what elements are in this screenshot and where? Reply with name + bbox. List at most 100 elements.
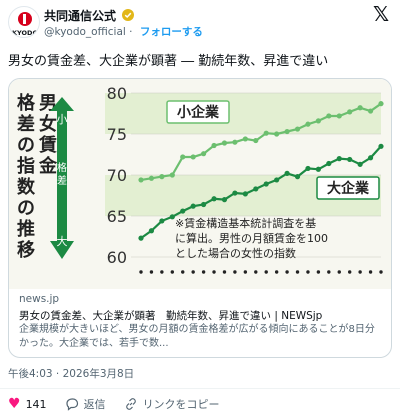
legend-label: 大企業 bbox=[327, 180, 370, 197]
data-point bbox=[232, 190, 238, 196]
note-line-3: とした場合の女性の指数 bbox=[175, 246, 296, 260]
copy-link-label: リンクをコピー bbox=[142, 398, 220, 411]
data-point bbox=[263, 181, 269, 187]
x-tick-dot bbox=[212, 270, 216, 274]
tweet-timestamp[interactable]: 午後4:03 · 2026年3月8日 bbox=[8, 368, 135, 380]
data-point bbox=[232, 139, 238, 145]
arrow-label-top: 小 bbox=[57, 113, 68, 126]
data-point bbox=[305, 121, 311, 127]
chart-band-0 bbox=[105, 93, 381, 134]
y-tick-label: 80 bbox=[107, 84, 127, 103]
data-point bbox=[294, 126, 301, 132]
data-point bbox=[274, 131, 280, 137]
data-point bbox=[253, 186, 259, 192]
gap-arrow-icon bbox=[50, 97, 74, 259]
tweet-text: 男女の賃金差、大企業が顕著 ― 勤続年数、昇進で違い bbox=[8, 54, 329, 69]
data-point bbox=[253, 137, 259, 144]
data-point bbox=[148, 228, 155, 234]
note-line-2: に算出。男性の月額賃金を100 bbox=[175, 231, 328, 245]
x-tick-dot bbox=[170, 270, 175, 274]
series-label-box bbox=[316, 176, 380, 200]
chart-title-col-2: 格差の指数の推移 bbox=[17, 92, 36, 261]
action-bar: ♥ 141 返信 リンクをコピー bbox=[8, 396, 238, 412]
data-point bbox=[201, 151, 207, 157]
legend-label: 小企業 bbox=[177, 104, 220, 121]
data-point bbox=[190, 203, 196, 209]
data-point bbox=[221, 197, 228, 203]
data-point bbox=[378, 101, 384, 107]
x-tick-dot bbox=[149, 270, 154, 274]
link-icon bbox=[125, 398, 136, 410]
y-tick-label: 65 bbox=[107, 207, 127, 226]
x-tick-dot bbox=[306, 270, 310, 274]
x-tick-dot bbox=[316, 270, 321, 274]
data-point bbox=[138, 235, 144, 241]
reply-label: 返信 bbox=[83, 398, 106, 411]
like-count: 141 bbox=[25, 397, 47, 411]
x-logo-icon[interactable]: 𝕏 bbox=[373, 2, 390, 26]
card-domain: news.jp bbox=[19, 293, 60, 305]
data-point bbox=[169, 214, 175, 220]
x-tick-dot bbox=[254, 270, 258, 274]
chart-image: 男女賃金 格差の指数の推移 小 格 差 大 80 75 70 65 60 小企業 大企業 ※… bbox=[9, 79, 391, 289]
x-tick-dot bbox=[264, 270, 268, 274]
like-button[interactable]: ♥ 141 bbox=[8, 397, 47, 411]
arrow-label-mid-1: 格 bbox=[57, 161, 67, 174]
data-point bbox=[180, 208, 186, 214]
x-tick-dot bbox=[160, 270, 164, 274]
data-point bbox=[159, 218, 165, 224]
data-point bbox=[326, 160, 332, 167]
data-point bbox=[336, 113, 342, 119]
data-point bbox=[284, 128, 290, 135]
account-handle-row: @kyodo_official · フォローする bbox=[44, 24, 203, 39]
data-point bbox=[347, 109, 353, 115]
reply-icon bbox=[65, 398, 78, 411]
follow-button[interactable]: フォローする bbox=[139, 26, 203, 38]
x-tick-dot bbox=[274, 270, 279, 274]
account-name-text: 共同通信公式 bbox=[44, 9, 117, 23]
data-point bbox=[148, 175, 155, 181]
data-point bbox=[305, 165, 311, 172]
heart-icon: ♥ bbox=[8, 396, 21, 412]
x-tick-dot bbox=[358, 270, 362, 274]
account-avatar[interactable]: KYODO bbox=[8, 6, 40, 38]
x-tick-dot bbox=[139, 270, 143, 274]
data-point bbox=[367, 108, 374, 114]
account-name[interactable]: 共同通信公式 bbox=[44, 7, 135, 24]
data-point bbox=[326, 113, 332, 119]
card-title[interactable]: 男女の賃金差、大企業が顕著 勤続年数、昇進で違い | NEWSjp bbox=[19, 310, 323, 322]
data-point bbox=[315, 166, 321, 172]
card-description: 企業規模が大きいほど、男女の月額の賃金格差が広がる傾向にあることが8日分かった。… bbox=[19, 324, 375, 349]
data-point bbox=[294, 174, 301, 180]
y-tick-label: 75 bbox=[107, 125, 127, 144]
copy-link-button[interactable]: リンクをコピー bbox=[124, 396, 220, 412]
x-tick-dot bbox=[233, 270, 237, 274]
data-point bbox=[159, 174, 165, 180]
note-line-1: ※賃金構造基本統計調査を基 bbox=[175, 216, 316, 230]
data-point bbox=[190, 154, 196, 160]
y-tick-label: 60 bbox=[107, 248, 127, 267]
data-point bbox=[211, 196, 217, 202]
data-point bbox=[169, 172, 175, 178]
y-tick-label: 70 bbox=[107, 166, 127, 185]
x-tick-dot bbox=[181, 270, 185, 274]
x-tick-dot bbox=[222, 270, 227, 274]
x-tick-dot bbox=[285, 270, 289, 274]
x-tick-dot bbox=[201, 270, 206, 274]
data-point bbox=[221, 140, 228, 146]
arrow-label-bottom: 大 bbox=[57, 234, 68, 248]
data-point bbox=[263, 130, 269, 136]
logo-text: KYODO bbox=[12, 29, 38, 37]
data-point bbox=[242, 136, 248, 142]
kyodo-logo-icon: KYODO bbox=[12, 12, 38, 37]
account-handle[interactable]: @kyodo_official bbox=[44, 26, 126, 38]
data-point bbox=[284, 170, 290, 176]
verified-badge-icon bbox=[122, 9, 135, 21]
data-point bbox=[336, 156, 342, 162]
x-tick-dot bbox=[368, 270, 373, 274]
data-point bbox=[378, 143, 384, 149]
link-card[interactable]: 男女賃金 格差の指数の推移 小 格 差 大 80 75 70 65 60 小企業 大企業 ※… bbox=[8, 78, 392, 358]
reply-button[interactable]: 返信 bbox=[65, 396, 106, 412]
x-tick-dot bbox=[243, 270, 248, 274]
